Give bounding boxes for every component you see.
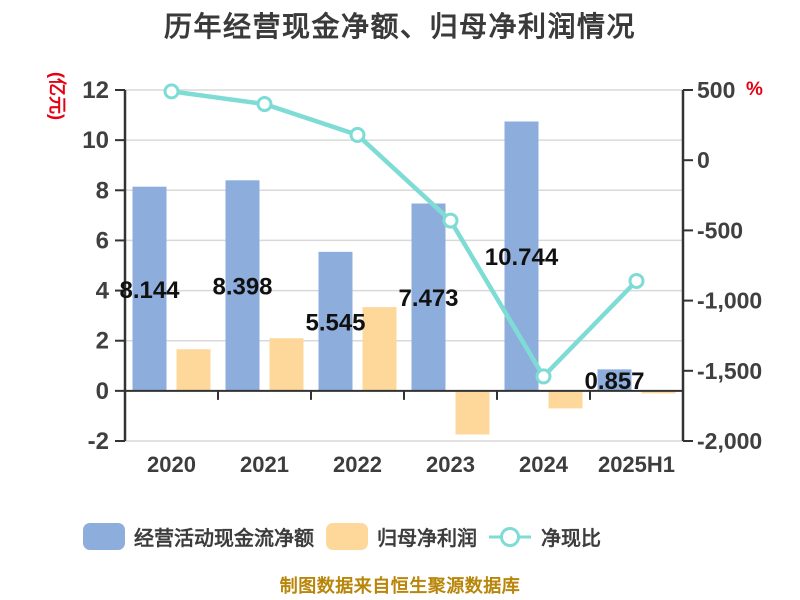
bar-value-label-2023: 7.473	[398, 285, 458, 312]
ratio-marker-2023	[442, 212, 459, 229]
bar-profit-2023	[455, 390, 490, 435]
bar-cashflow-2021	[225, 180, 260, 391]
bar-value-label-2024: 10.744	[485, 244, 559, 271]
bar-cashflow-2020	[132, 186, 167, 391]
bar-cashflow-2022	[318, 251, 353, 391]
bar-value-label-2025H1: 0.857	[584, 368, 644, 395]
x-tick-label: 2020	[147, 452, 196, 477]
left-tick-label: 2	[96, 328, 109, 355]
x-tick-label: 2024	[519, 452, 569, 477]
right-tick-label: -2,000	[697, 428, 762, 454]
bar-value-label-2022: 5.545	[305, 309, 365, 336]
bar-value-label-2021: 8.398	[212, 274, 272, 301]
bar-cashflow-2024	[504, 121, 539, 391]
left-tick-label: 6	[96, 227, 109, 254]
right-axis-unit-label: %	[746, 79, 763, 100]
bar-cashflow-2025H1	[597, 369, 632, 391]
x-tick-label: 2021	[240, 452, 289, 477]
left-tick-label: 0	[96, 378, 109, 405]
bar-cashflow-2023	[411, 203, 446, 391]
legend-label-profit: 归母净利润	[377, 528, 477, 550]
right-tick-label: 500	[697, 77, 735, 103]
left-tick-label: 10	[82, 127, 109, 154]
right-tick-label: -1,000	[697, 288, 762, 314]
bar-profit-2022	[362, 307, 397, 391]
legend-item-ratio: 净现比	[488, 522, 601, 551]
bar-value-label-2020: 8.144	[119, 277, 180, 304]
legend-label-ratio: 净现比	[541, 528, 601, 550]
bar-profit-2020	[176, 349, 211, 391]
right-tick-label: -500	[697, 217, 743, 243]
bar-profit-2025H1	[641, 390, 676, 394]
legend-item-cashflow: 经营活动现金流净额	[83, 522, 314, 551]
legend-swatch-cashflow	[83, 523, 125, 550]
legend-label-cashflow: 经营活动现金流净额	[134, 528, 314, 550]
x-tick-label: 2023	[426, 452, 475, 477]
legend: 经营活动现金流净额 归母净利润 净现比	[0, 522, 800, 554]
ratio-marker-2024	[535, 368, 552, 385]
data-source-note: 制图数据来自恒生聚源数据库	[279, 576, 521, 596]
ratio-marker-2020	[163, 83, 180, 100]
right-tick-label: 0	[697, 147, 710, 173]
ratio-line	[169, 89, 639, 379]
legend-marker-ratio-icon	[488, 525, 532, 549]
right-tick-label: -1,500	[697, 358, 762, 384]
x-tick-label: 2022	[333, 452, 382, 477]
bar-profit-2021	[269, 338, 304, 391]
left-tick-label: -2	[88, 428, 109, 455]
left-tick-label: 8	[96, 177, 109, 204]
ratio-marker-2021	[256, 96, 273, 113]
bar-profit-2024	[548, 390, 583, 409]
ratio-marker-2025H1	[628, 272, 645, 289]
chart-title: 历年经营现金净额、归母净利润情况	[163, 11, 636, 42]
ratio-marker-2022	[349, 126, 366, 143]
legend-item-profit: 归母净利润	[326, 522, 477, 551]
left-tick-label: 4	[96, 278, 110, 305]
left-tick-label: 12	[82, 77, 109, 104]
legend-swatch-profit	[326, 523, 368, 550]
x-tick-label: 2025H1	[598, 452, 675, 477]
chart-plot: 12 10 8 6 4 2 0 -2 500 0 -500 -1,000 -1,500 -2,000 202…	[82, 77, 762, 477]
